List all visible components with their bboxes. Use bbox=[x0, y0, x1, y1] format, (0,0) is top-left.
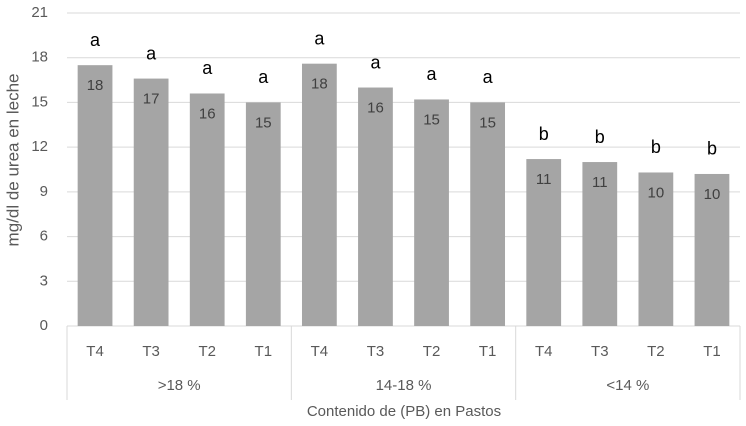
annotation: a bbox=[90, 30, 101, 50]
x-tick-label: T1 bbox=[479, 343, 497, 360]
group-label: >18 % bbox=[158, 377, 201, 394]
x-tick-label: T2 bbox=[647, 343, 665, 360]
y-tick-label: 9 bbox=[40, 183, 48, 200]
bar bbox=[526, 159, 562, 326]
x-tick-label: T3 bbox=[367, 343, 385, 360]
value-label: 15 bbox=[423, 111, 440, 128]
value-label: 18 bbox=[311, 76, 328, 93]
bar bbox=[358, 87, 393, 327]
annotation: b bbox=[539, 124, 549, 144]
y-tick-label: 21 bbox=[31, 4, 48, 21]
x-tick-label: T4 bbox=[535, 343, 553, 360]
y-axis-title: mg/dl de urea en leche bbox=[3, 74, 22, 247]
group-label: 14-18 % bbox=[376, 377, 432, 394]
x-tick-label: T3 bbox=[591, 343, 609, 360]
bar bbox=[77, 65, 113, 327]
y-tick-label: 18 bbox=[31, 49, 48, 66]
annotation: a bbox=[258, 67, 269, 87]
bar bbox=[582, 162, 618, 326]
x-tick-label: T3 bbox=[142, 343, 160, 360]
x-tick-label: T1 bbox=[255, 343, 273, 360]
value-label: 15 bbox=[479, 114, 496, 131]
value-label: 16 bbox=[199, 105, 216, 122]
x-tick-label: T1 bbox=[703, 343, 721, 360]
annotation: b bbox=[651, 137, 661, 157]
bar bbox=[133, 78, 169, 326]
bar bbox=[301, 63, 337, 327]
x-tick-label: T4 bbox=[86, 343, 104, 360]
annotation: a bbox=[370, 52, 381, 72]
value-label: 18 bbox=[87, 77, 104, 94]
value-label: 10 bbox=[704, 186, 721, 203]
x-tick-label: T2 bbox=[198, 343, 216, 360]
group-label: <14 % bbox=[606, 377, 649, 394]
y-tick-label: 6 bbox=[40, 228, 48, 245]
value-label: 11 bbox=[592, 174, 608, 191]
annotation: a bbox=[146, 43, 157, 63]
y-tick-label: 15 bbox=[31, 93, 48, 110]
y-tick-label: 12 bbox=[31, 138, 48, 155]
x-tick-label: T2 bbox=[423, 343, 441, 360]
value-label: 11 bbox=[536, 171, 552, 188]
bar bbox=[414, 99, 449, 326]
bar bbox=[694, 173, 730, 326]
y-tick-label: 3 bbox=[40, 272, 48, 289]
x-axis-title: Contenido de (PB) en Pastos bbox=[307, 403, 501, 420]
y-tick-label: 0 bbox=[40, 317, 48, 334]
bar bbox=[189, 93, 225, 326]
annotation: b bbox=[707, 139, 717, 159]
value-label: 17 bbox=[143, 91, 160, 108]
annotation: a bbox=[483, 67, 494, 87]
bar bbox=[245, 102, 281, 326]
annotation: b bbox=[595, 127, 605, 147]
value-label: 15 bbox=[255, 114, 272, 131]
x-tick-label: T4 bbox=[311, 343, 329, 360]
annotation: a bbox=[314, 28, 325, 48]
annotation: a bbox=[427, 64, 438, 84]
annotation: a bbox=[202, 58, 213, 78]
value-label: 16 bbox=[367, 99, 384, 116]
value-label: 10 bbox=[648, 184, 665, 201]
bar bbox=[638, 172, 674, 326]
bar bbox=[470, 102, 506, 326]
